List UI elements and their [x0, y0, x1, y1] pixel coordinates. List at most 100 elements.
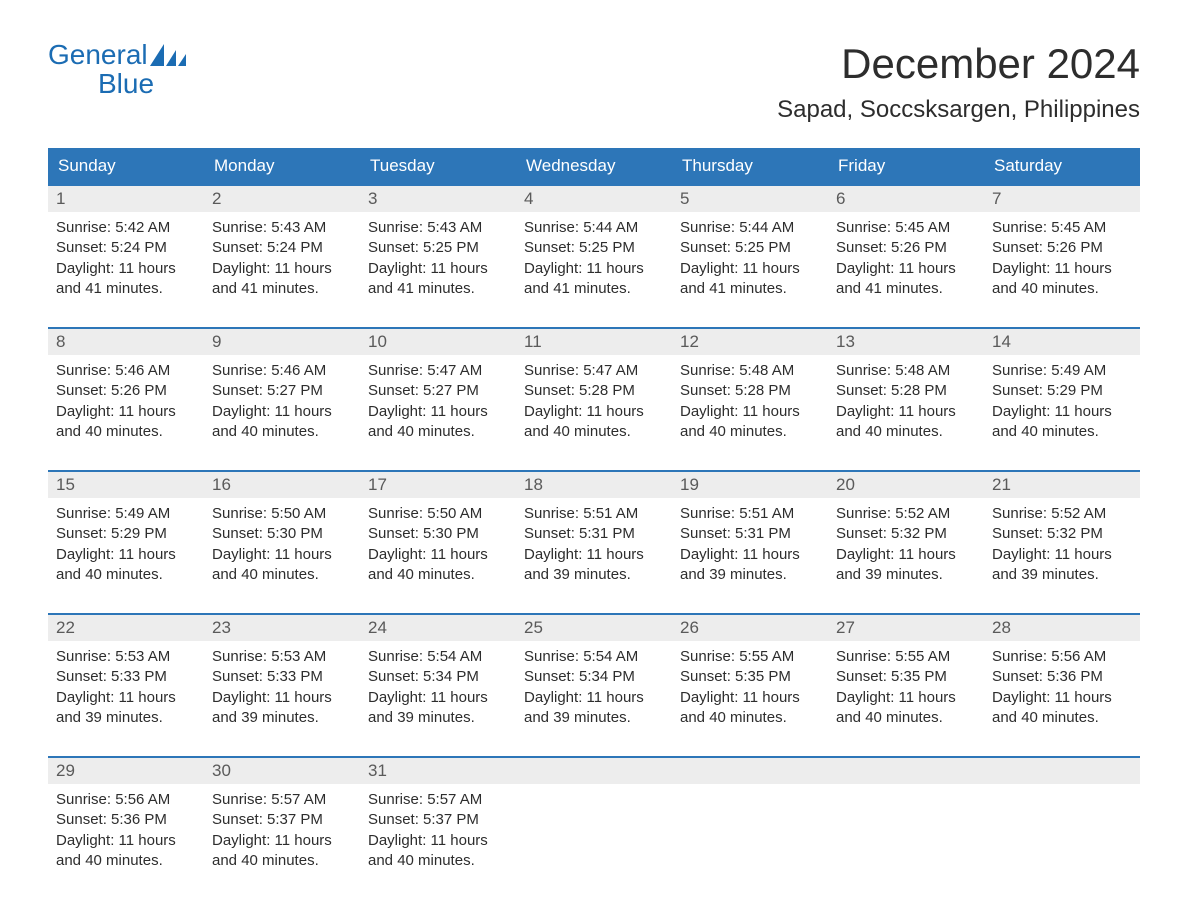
daylight-text-1: Daylight: 11 hours — [56, 688, 196, 708]
sunset-text: Sunset: 5:33 PM — [212, 667, 352, 687]
day-num: 17 — [360, 472, 516, 498]
daylight-text-2: and 40 minutes. — [56, 565, 196, 585]
daylight-text-1: Daylight: 11 hours — [680, 545, 820, 565]
daylight-text-2: and 40 minutes. — [368, 851, 508, 871]
day-num: 28 — [984, 615, 1140, 641]
sunset-text: Sunset: 5:25 PM — [680, 238, 820, 258]
day-cell: Sunrise: 5:57 AMSunset: 5:37 PMDaylight:… — [204, 784, 360, 877]
sunset-text: Sunset: 5:24 PM — [56, 238, 196, 258]
daylight-text-2: and 40 minutes. — [992, 708, 1132, 728]
daylight-text-1: Daylight: 11 hours — [992, 402, 1132, 422]
daylight-text-2: and 41 minutes. — [56, 279, 196, 299]
day-header-mon: Monday — [204, 148, 360, 184]
day-num: 23 — [204, 615, 360, 641]
day-cell: Sunrise: 5:55 AMSunset: 5:35 PMDaylight:… — [828, 641, 984, 734]
daylight-text-2: and 39 minutes. — [368, 708, 508, 728]
daylight-text-1: Daylight: 11 hours — [524, 688, 664, 708]
day-num: 7 — [984, 186, 1140, 212]
day-num: 16 — [204, 472, 360, 498]
day-num: 24 — [360, 615, 516, 641]
day-cell: Sunrise: 5:52 AMSunset: 5:32 PMDaylight:… — [828, 498, 984, 591]
weeks-container: 1234567Sunrise: 5:42 AMSunset: 5:24 PMDa… — [48, 184, 1140, 877]
daylight-text-1: Daylight: 11 hours — [524, 259, 664, 279]
sunset-text: Sunset: 5:25 PM — [368, 238, 508, 258]
daylight-text-2: and 40 minutes. — [212, 422, 352, 442]
sunset-text: Sunset: 5:29 PM — [992, 381, 1132, 401]
sunset-text: Sunset: 5:37 PM — [212, 810, 352, 830]
sunset-text: Sunset: 5:35 PM — [836, 667, 976, 687]
day-num: 14 — [984, 329, 1140, 355]
day-num — [984, 758, 1140, 784]
daylight-text-1: Daylight: 11 hours — [836, 545, 976, 565]
daylight-text-1: Daylight: 11 hours — [368, 259, 508, 279]
day-num — [516, 758, 672, 784]
daylight-text-2: and 41 minutes. — [212, 279, 352, 299]
daylight-text-1: Daylight: 11 hours — [212, 545, 352, 565]
sunrise-text: Sunrise: 5:57 AM — [212, 790, 352, 810]
daylight-text-1: Daylight: 11 hours — [992, 688, 1132, 708]
sunrise-text: Sunrise: 5:56 AM — [56, 790, 196, 810]
day-cell: Sunrise: 5:49 AMSunset: 5:29 PMDaylight:… — [48, 498, 204, 591]
daylight-text-1: Daylight: 11 hours — [836, 688, 976, 708]
day-cell: Sunrise: 5:43 AMSunset: 5:25 PMDaylight:… — [360, 212, 516, 305]
week-block: 22232425262728Sunrise: 5:53 AMSunset: 5:… — [48, 591, 1140, 734]
header: General Blue December 2024 Sapad, Soccsk… — [48, 40, 1140, 124]
daylight-text-2: and 39 minutes. — [680, 565, 820, 585]
sunset-text: Sunset: 5:36 PM — [992, 667, 1132, 687]
day-num: 1 — [48, 186, 204, 212]
sunrise-text: Sunrise: 5:47 AM — [368, 361, 508, 381]
day-cell: Sunrise: 5:56 AMSunset: 5:36 PMDaylight:… — [984, 641, 1140, 734]
sunrise-text: Sunrise: 5:48 AM — [680, 361, 820, 381]
daylight-text-2: and 41 minutes. — [368, 279, 508, 299]
sunrise-text: Sunrise: 5:51 AM — [680, 504, 820, 524]
daylight-text-2: and 40 minutes. — [680, 422, 820, 442]
day-num: 18 — [516, 472, 672, 498]
sunrise-text: Sunrise: 5:46 AM — [212, 361, 352, 381]
sunrise-text: Sunrise: 5:43 AM — [368, 218, 508, 238]
day-cell — [828, 784, 984, 877]
day-num: 13 — [828, 329, 984, 355]
day-num: 19 — [672, 472, 828, 498]
sunset-text: Sunset: 5:37 PM — [368, 810, 508, 830]
sunset-text: Sunset: 5:36 PM — [56, 810, 196, 830]
week-block: 1234567Sunrise: 5:42 AMSunset: 5:24 PMDa… — [48, 184, 1140, 305]
day-cell: Sunrise: 5:48 AMSunset: 5:28 PMDaylight:… — [828, 355, 984, 448]
logo-word2: Blue — [98, 68, 154, 99]
day-cell: Sunrise: 5:43 AMSunset: 5:24 PMDaylight:… — [204, 212, 360, 305]
daylight-text-1: Daylight: 11 hours — [212, 688, 352, 708]
day-num: 26 — [672, 615, 828, 641]
daylight-text-1: Daylight: 11 hours — [992, 545, 1132, 565]
week-block: 15161718192021Sunrise: 5:49 AMSunset: 5:… — [48, 448, 1140, 591]
daylight-text-2: and 39 minutes. — [524, 565, 664, 585]
calendar: Sunday Monday Tuesday Wednesday Thursday… — [48, 148, 1140, 877]
sunset-text: Sunset: 5:34 PM — [368, 667, 508, 687]
sunrise-text: Sunrise: 5:57 AM — [368, 790, 508, 810]
day-num: 11 — [516, 329, 672, 355]
daylight-text-2: and 40 minutes. — [836, 708, 976, 728]
day-num: 2 — [204, 186, 360, 212]
daylight-text-2: and 40 minutes. — [56, 422, 196, 442]
day-headers: Sunday Monday Tuesday Wednesday Thursday… — [48, 148, 1140, 184]
day-cell: Sunrise: 5:50 AMSunset: 5:30 PMDaylight:… — [360, 498, 516, 591]
day-content-row: Sunrise: 5:42 AMSunset: 5:24 PMDaylight:… — [48, 212, 1140, 305]
day-num: 3 — [360, 186, 516, 212]
sunrise-text: Sunrise: 5:45 AM — [992, 218, 1132, 238]
sunset-text: Sunset: 5:32 PM — [836, 524, 976, 544]
day-cell: Sunrise: 5:42 AMSunset: 5:24 PMDaylight:… — [48, 212, 204, 305]
day-cell: Sunrise: 5:54 AMSunset: 5:34 PMDaylight:… — [516, 641, 672, 734]
day-num: 25 — [516, 615, 672, 641]
daylight-text-1: Daylight: 11 hours — [680, 259, 820, 279]
sunrise-text: Sunrise: 5:52 AM — [836, 504, 976, 524]
daylight-text-2: and 39 minutes. — [56, 708, 196, 728]
day-cell: Sunrise: 5:57 AMSunset: 5:37 PMDaylight:… — [360, 784, 516, 877]
sunrise-text: Sunrise: 5:54 AM — [524, 647, 664, 667]
daylight-text-1: Daylight: 11 hours — [212, 402, 352, 422]
day-cell: Sunrise: 5:55 AMSunset: 5:35 PMDaylight:… — [672, 641, 828, 734]
logo: General Blue — [48, 40, 186, 99]
day-num: 30 — [204, 758, 360, 784]
day-num — [828, 758, 984, 784]
day-cell: Sunrise: 5:56 AMSunset: 5:36 PMDaylight:… — [48, 784, 204, 877]
daylight-text-1: Daylight: 11 hours — [836, 259, 976, 279]
daylight-text-2: and 40 minutes. — [992, 422, 1132, 442]
daylight-text-2: and 40 minutes. — [212, 565, 352, 585]
